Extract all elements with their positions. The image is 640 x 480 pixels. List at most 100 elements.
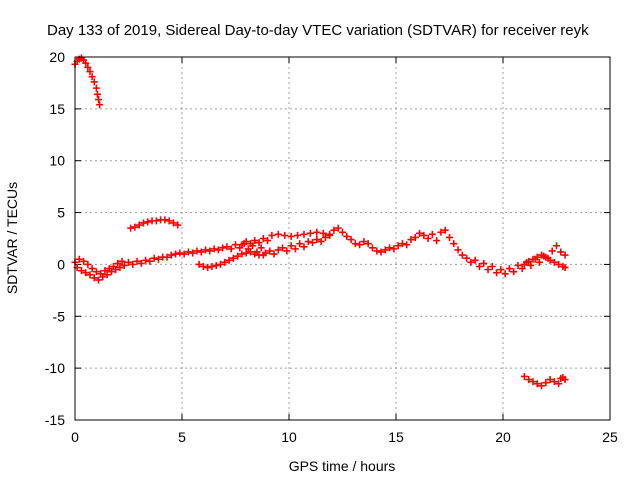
x-tick-label: 0 <box>71 429 79 445</box>
data-point <box>135 221 143 229</box>
data-point <box>283 247 291 255</box>
y-tick-label: -10 <box>45 360 65 376</box>
data-point <box>356 241 364 249</box>
data-point <box>518 265 526 273</box>
data-point <box>103 271 111 279</box>
data-point <box>199 263 207 271</box>
data-point <box>505 265 513 273</box>
data-point <box>234 252 242 260</box>
data-point <box>441 226 449 234</box>
data-point <box>92 268 100 276</box>
data-point <box>259 235 267 242</box>
data-point <box>296 240 304 248</box>
data-point <box>154 255 162 263</box>
y-axis-label: SDTVAR / TECUs <box>4 182 20 294</box>
data-point <box>411 233 419 241</box>
data-point <box>463 254 471 262</box>
data-point <box>364 240 372 248</box>
data-point <box>520 260 528 268</box>
data-point <box>319 229 327 237</box>
data-point <box>238 241 246 249</box>
data-point <box>266 247 274 255</box>
data-point <box>317 238 325 246</box>
data-point <box>165 217 173 225</box>
data-point <box>514 261 522 269</box>
data-point <box>390 245 398 253</box>
data-point <box>306 229 314 237</box>
data-point <box>251 237 259 245</box>
data-point <box>291 245 299 253</box>
data-point <box>107 268 115 276</box>
data-point <box>189 249 197 257</box>
data-point <box>428 230 436 238</box>
chart-title: Day 133 of 2019, Sidereal Day-to-day VTE… <box>47 22 589 39</box>
data-point <box>120 261 128 269</box>
data-point <box>152 217 160 225</box>
data-point <box>184 248 192 256</box>
data-point <box>326 231 334 239</box>
data-point <box>450 240 458 248</box>
data-point <box>137 259 145 267</box>
data-points <box>71 54 569 390</box>
data-point <box>144 218 152 226</box>
data-point <box>309 239 317 247</box>
data-point <box>118 257 126 265</box>
data-point <box>197 248 205 256</box>
data-point <box>163 253 171 261</box>
data-point <box>546 256 554 264</box>
data-point <box>351 240 359 248</box>
data-point <box>95 96 103 104</box>
data-point <box>251 250 259 258</box>
y-tick-label: 20 <box>49 49 65 65</box>
data-point <box>471 256 479 264</box>
data-point <box>225 256 233 264</box>
data-point <box>88 73 96 81</box>
data-point <box>480 259 488 267</box>
data-point <box>555 380 563 388</box>
data-point <box>407 236 415 244</box>
data-point <box>360 238 368 246</box>
y-tick-label: -5 <box>53 308 66 324</box>
data-point <box>454 246 462 254</box>
data-point <box>246 240 254 248</box>
data-point <box>176 249 184 257</box>
data-point <box>86 68 94 76</box>
data-point <box>424 235 432 242</box>
data-point <box>386 244 394 252</box>
series-early-high <box>71 54 104 109</box>
data-point <box>229 254 237 262</box>
data-point <box>535 258 543 266</box>
data-point <box>330 226 338 234</box>
data-point <box>510 268 518 276</box>
y-tick-label: 0 <box>57 256 65 272</box>
data-point <box>80 257 88 265</box>
data-point <box>167 251 175 259</box>
data-point <box>493 269 501 277</box>
data-point <box>313 236 321 244</box>
data-point <box>287 232 295 240</box>
data-point <box>96 101 104 109</box>
data-point <box>555 260 563 268</box>
data-point <box>294 231 302 239</box>
y-tick-label: 10 <box>49 153 65 169</box>
data-point <box>93 90 101 98</box>
data-point <box>227 245 235 253</box>
x-axis-label: GPS time / hours <box>289 458 396 474</box>
data-point <box>270 250 278 258</box>
data-point <box>133 257 141 265</box>
x-tick-label: 25 <box>602 429 618 445</box>
data-point <box>433 237 441 245</box>
data-point <box>525 257 533 265</box>
data-point <box>529 378 537 386</box>
data-point <box>548 247 556 255</box>
data-point <box>92 84 100 92</box>
data-point <box>221 258 229 266</box>
y-tick-label: 5 <box>57 205 65 221</box>
data-point <box>488 263 496 271</box>
data-point <box>497 266 505 274</box>
data-point <box>538 382 546 390</box>
data-point <box>561 251 569 259</box>
data-point <box>321 233 329 241</box>
data-point <box>264 237 272 245</box>
